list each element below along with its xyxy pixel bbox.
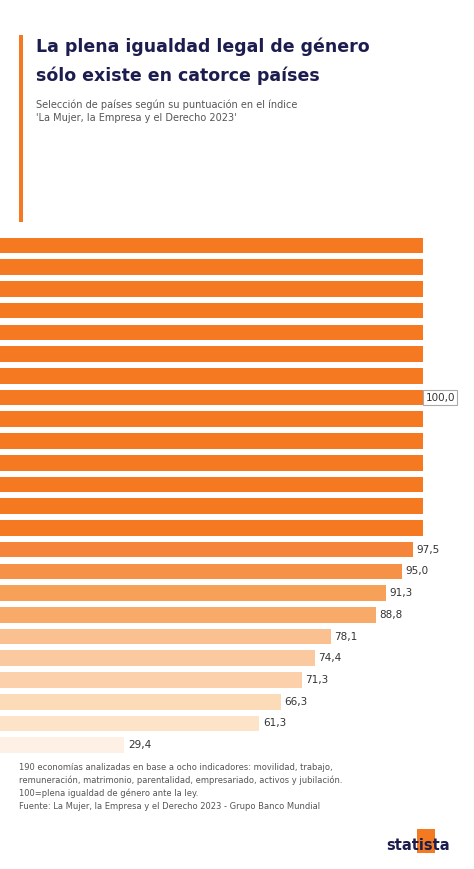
Text: 190 economías analizadas en base a ocho indicadores: movilidad, trabajo,
remuner: 190 economías analizadas en base a ocho …	[19, 763, 342, 811]
Text: 61,3: 61,3	[263, 719, 286, 728]
Text: 71,3: 71,3	[305, 675, 328, 685]
Bar	[0, 368, 423, 384]
Bar	[0, 564, 402, 580]
Bar	[0, 476, 423, 492]
Text: 74,4: 74,4	[318, 653, 341, 663]
Bar	[0, 455, 423, 471]
Bar	[0, 520, 423, 535]
Bar	[0, 282, 423, 297]
Bar	[0, 716, 259, 732]
Bar	[0, 693, 281, 709]
Bar	[0, 260, 423, 275]
Text: 95,0: 95,0	[405, 567, 428, 576]
Bar	[0, 412, 423, 428]
Text: 29,4: 29,4	[128, 740, 151, 750]
Bar	[0, 542, 413, 558]
Bar	[0, 650, 315, 666]
Text: 78,1: 78,1	[334, 632, 357, 641]
Bar	[0, 347, 423, 362]
Bar	[0, 607, 376, 622]
Text: 66,3: 66,3	[284, 697, 307, 706]
Bar	[0, 673, 302, 688]
Bar	[0, 586, 386, 601]
Bar	[0, 325, 423, 341]
Text: Selección de países según su puntuación en el índice
'La Mujer, la Empresa y el : Selección de países según su puntuación …	[36, 99, 297, 123]
Bar	[0, 629, 330, 645]
Bar	[0, 238, 423, 254]
Text: statista: statista	[387, 839, 450, 853]
Text: 100,0: 100,0	[425, 393, 455, 402]
Bar	[0, 737, 124, 753]
Text: La plena igualdad legal de género: La plena igualdad legal de género	[36, 37, 369, 56]
Text: sólo existe en catorce países: sólo existe en catorce países	[36, 66, 319, 84]
Text: 97,5: 97,5	[416, 545, 439, 554]
Text: 91,3: 91,3	[390, 588, 413, 598]
Bar	[0, 434, 423, 448]
Bar	[0, 499, 423, 514]
Text: 88,8: 88,8	[379, 610, 402, 620]
Bar	[0, 389, 423, 405]
Bar	[0, 303, 423, 319]
